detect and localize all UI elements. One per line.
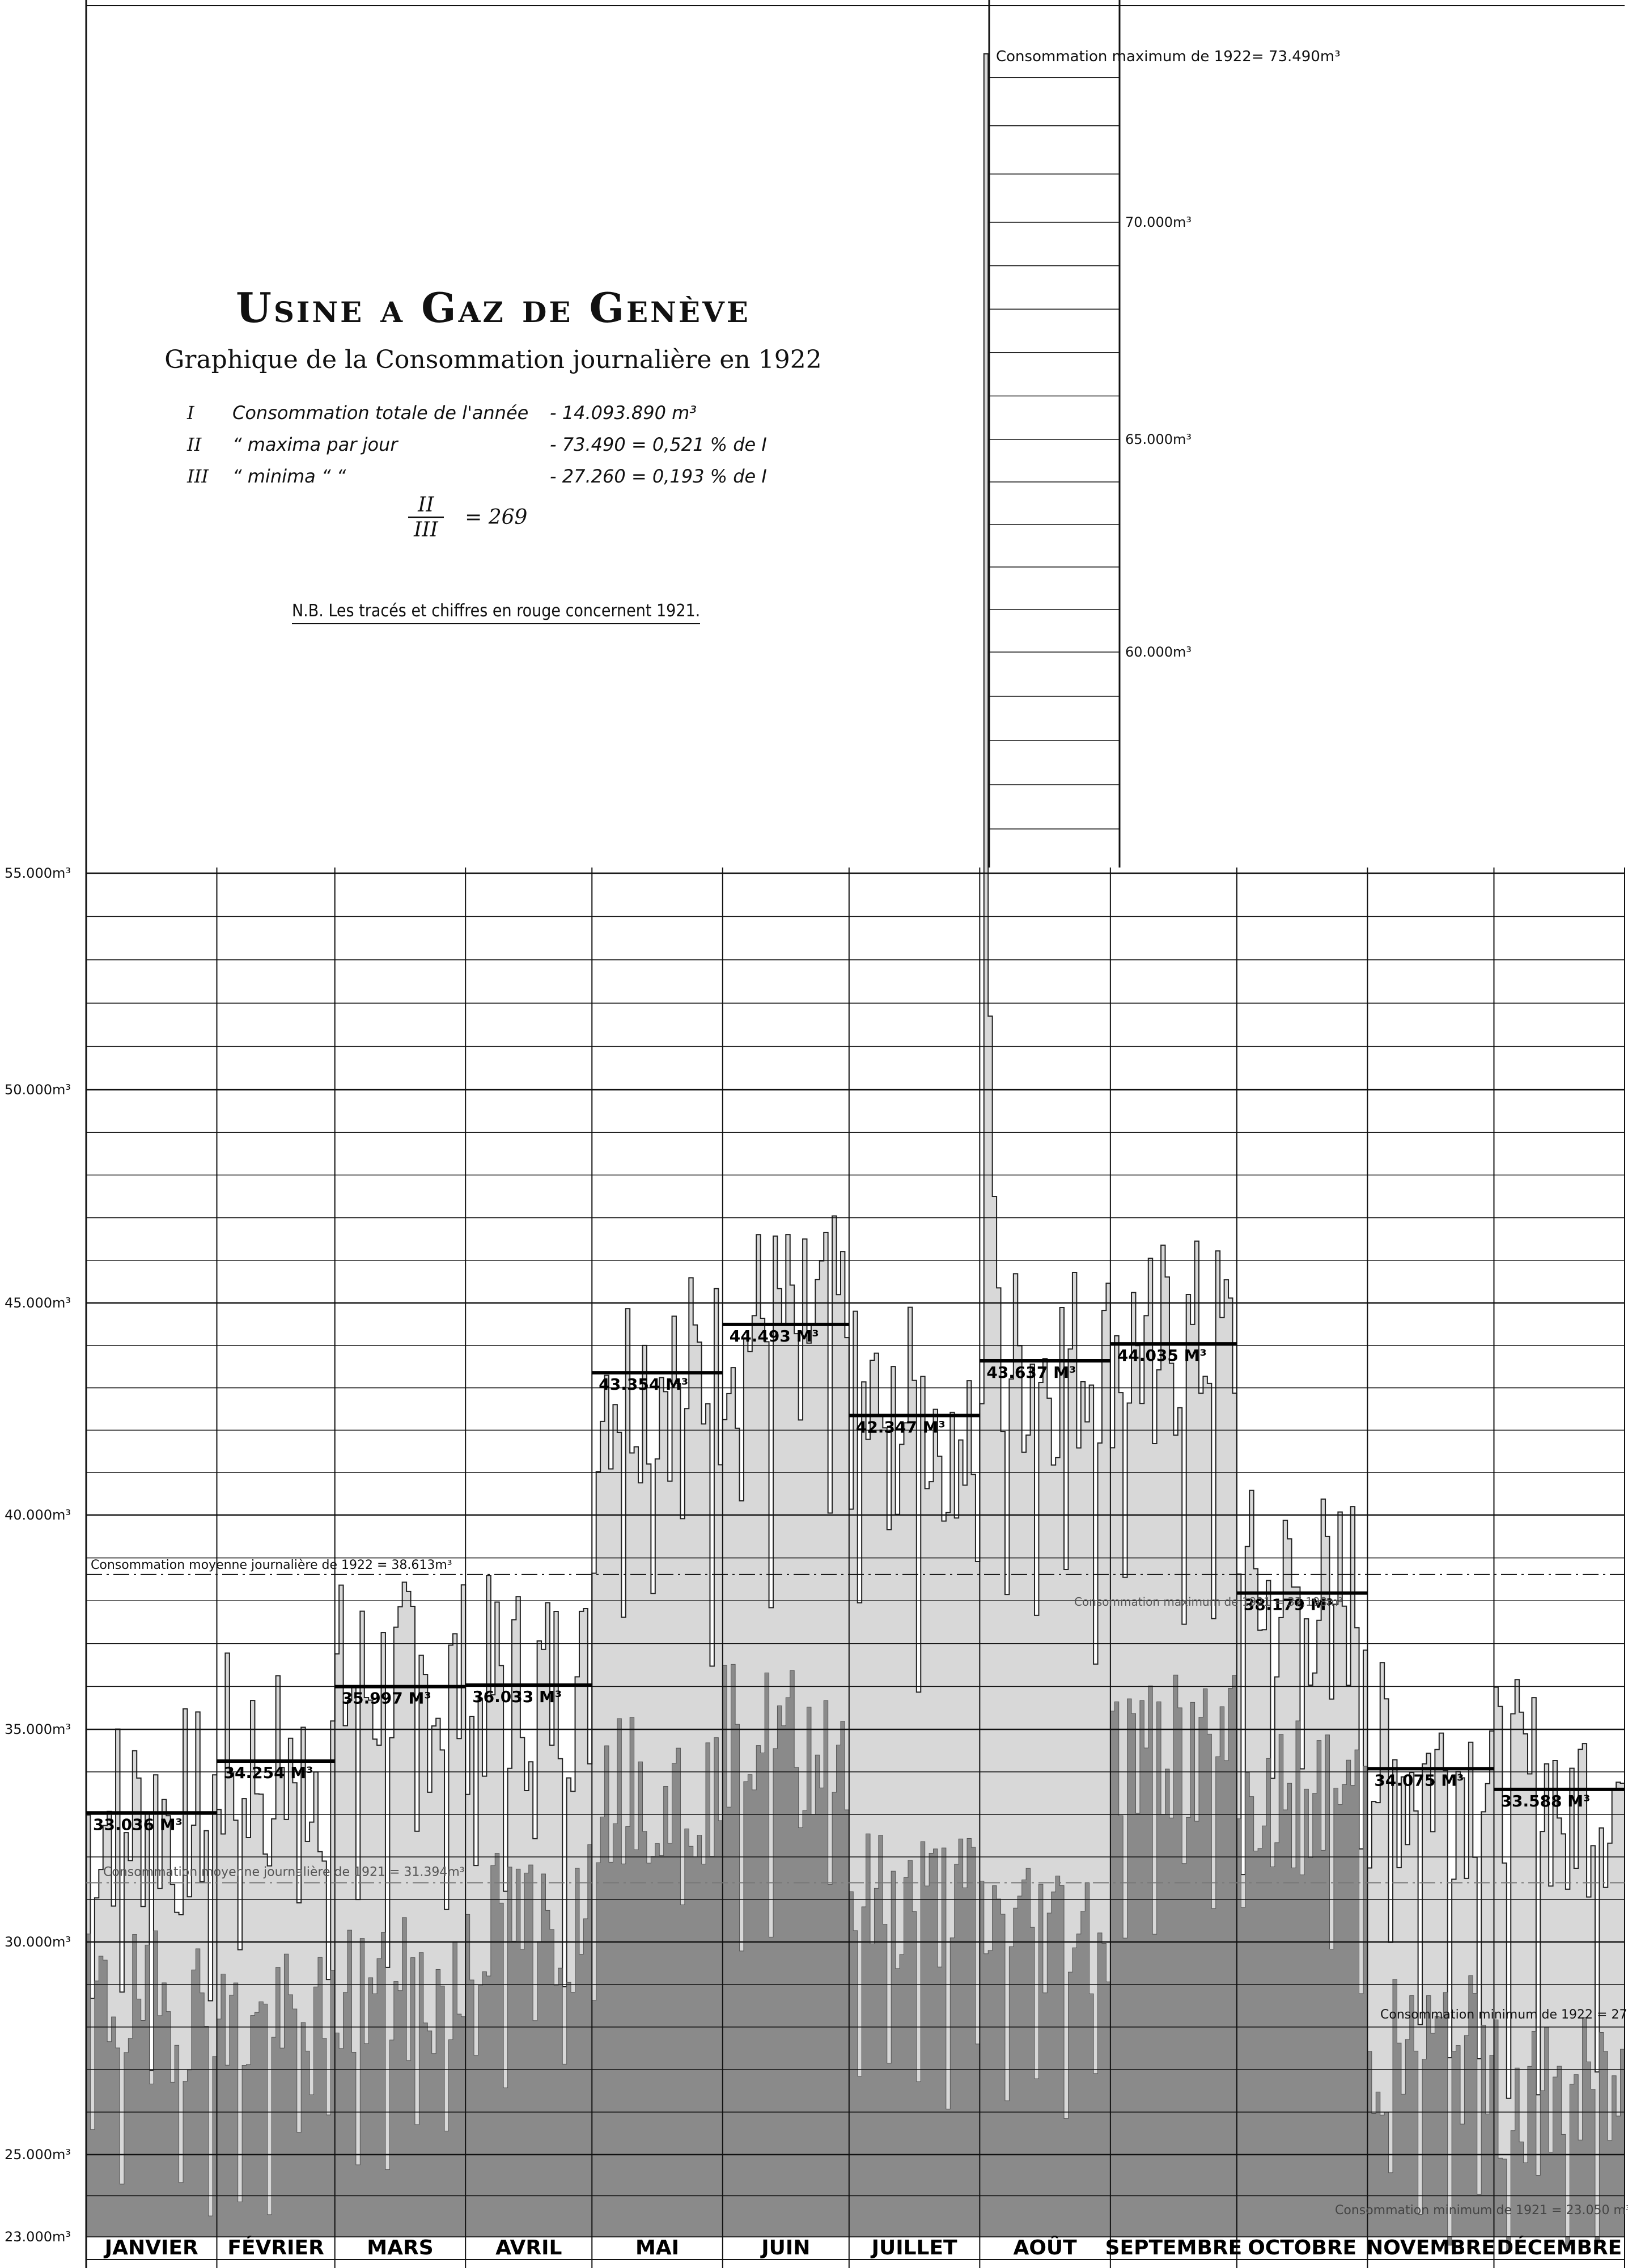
stat-label: “ minima “ “: [232, 466, 346, 487]
note: N.B. Les tracés et chiffres en rouge con…: [292, 601, 701, 624]
month-label: AVRIL: [495, 2236, 562, 2259]
stat-value: - 14.093.890 m³: [550, 402, 697, 424]
month-label: JUIN: [760, 2236, 810, 2259]
stat-row: II “ maxima par jour - 73.490 = 0,521 % …: [187, 429, 867, 460]
ratio-result: = 269: [465, 506, 528, 529]
month-label: NOVEMBRE: [1366, 2236, 1495, 2259]
chart-title: Usine a Gaz de Genève: [236, 284, 751, 332]
area-1921: [86, 1664, 1625, 2252]
title-block: Usine a Gaz de Genève Graphique de la Co…: [125, 284, 862, 374]
monthly-mean-label: 44.493 M³: [730, 1327, 819, 1345]
monthly-mean-label: 33.588 M³: [1500, 1792, 1590, 1810]
month-label-group: JANVIER FÉVRIER MARS AVRIL MAI JUIN JUILLET AOÛ…: [103, 2236, 1622, 2259]
monthly-mean-label: 44.035 M³: [1117, 1346, 1207, 1365]
stat-label: Consommation totale de l'année: [232, 402, 529, 424]
month-label: MARS: [367, 2236, 433, 2259]
y-tick-label: 35.000m³: [5, 1721, 71, 1737]
monthly-mean-label: 43.637 M³: [986, 1363, 1076, 1382]
ratio-fraction: II III: [408, 493, 444, 541]
area-series-group: [86, 53, 1625, 2252]
month-label: JANVIER: [103, 2236, 198, 2259]
stat-roman: I: [187, 402, 194, 424]
monthly-mean-label: 36.033 M³: [472, 1687, 562, 1706]
monthly-mean-label: 42.347 M³: [856, 1417, 946, 1436]
ratio-numerator: II: [408, 493, 444, 518]
month-label: OCTOBRE: [1248, 2236, 1356, 2259]
y-tick-label: 30.000m³: [5, 1934, 71, 1950]
stat-row: I Consommation totale de l'année - 14.09…: [187, 397, 867, 429]
month-label: DÉCEMBRE: [1496, 2236, 1622, 2259]
annotation-group: Consommation maximum de 1922= 73.490m³ Co…: [91, 48, 1628, 2218]
stat-value: - 73.490 = 0,521 % de I: [550, 434, 767, 455]
month-label: FÉVRIER: [227, 2236, 324, 2259]
chart-subtitle: Graphique de la Consommation journalière…: [164, 345, 822, 374]
y-tick-label: 25.000m³: [5, 2147, 71, 2163]
monthly-mean-label: 34.254 M³: [224, 1763, 313, 1782]
annotation-min-1921: Consommation minimum de 1921 = 23.050 m³: [1335, 2203, 1628, 2218]
ratio-denominator: III: [414, 518, 438, 541]
month-label: MAI: [635, 2236, 679, 2259]
monthly-mean-label: 34.075 M³: [1374, 1771, 1464, 1789]
y-tick-label: 55.000m³: [5, 865, 71, 881]
y-tick-label: 50.000m³: [5, 1082, 71, 1098]
stats-block: I Consommation totale de l'année - 14.09…: [187, 397, 867, 492]
month-label: JUILLET: [870, 2236, 957, 2259]
monthly-mean-label: 38.179 M³: [1244, 1596, 1333, 1614]
y-tick-label: 45.000m³: [5, 1295, 71, 1311]
y-tick-label: 40.000m³: [5, 1507, 71, 1523]
stat-value: - 27.260 = 0,193 % de I: [550, 466, 767, 487]
month-label: AOÛT: [1013, 2236, 1077, 2259]
annotation-avg-1922: Consommation moyenne journalière de 1922…: [91, 1558, 452, 1572]
tick-label-group: 23.000m³ 25.000m³ 30.000m³ 35.000m³ 40.000m³…: [5, 214, 1192, 2245]
stat-row: III “ minima “ “ - 27.260 = 0,193 % de I: [187, 460, 867, 492]
month-label: SEPTEMBRE: [1105, 2236, 1243, 2259]
y-tick-label: 23.000m³: [5, 2229, 71, 2245]
y-tick-label: 60.000m³: [1125, 644, 1192, 660]
stat-roman: II: [187, 434, 202, 455]
y-tick-label: 65.000m³: [1125, 431, 1192, 447]
grid-group: [85, 0, 1625, 2268]
annotation-avg-1921: Consommation moyenne journalière de 1921…: [103, 1865, 465, 1879]
annotation-max-1922: Consommation maximum de 1922= 73.490m³: [996, 48, 1341, 65]
mean-mark-group: 33.036 M³ 34.254 M³ 35.997 M³ 36.033 M³ 43.3…: [86, 1322, 1625, 1884]
annotation-max-1921: Consommation maximum de 1921 = 37.198m³: [1074, 1595, 1343, 1609]
area-1922: [86, 53, 1625, 2237]
stat-roman: III: [187, 466, 209, 487]
ratio-formula: II III = 269: [408, 493, 527, 541]
monthly-mean-label: 43.354 M³: [599, 1375, 688, 1394]
annotation-min-1922: Consommation minimum de 1922 = 27.260 m³: [1380, 2008, 1628, 2022]
monthly-mean-label: 33.036 M³: [93, 1815, 183, 1834]
y-tick-label: 70.000m³: [1125, 214, 1192, 230]
stat-label: “ maxima par jour: [232, 434, 398, 455]
monthly-mean-label: 35.997 M³: [342, 1689, 431, 1708]
